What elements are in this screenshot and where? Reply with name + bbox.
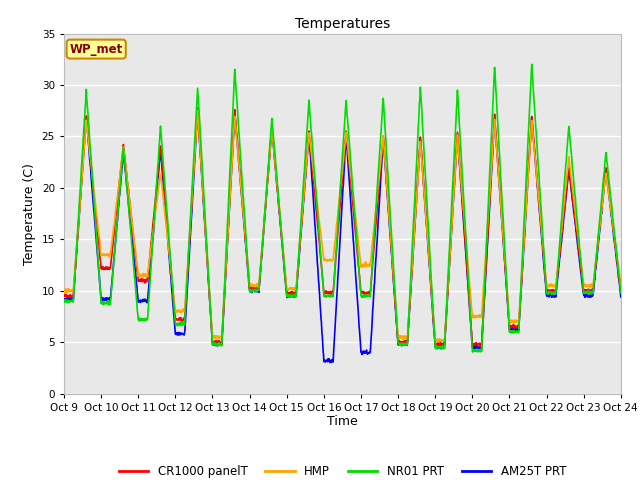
X-axis label: Time: Time xyxy=(327,415,358,429)
Title: Temperatures: Temperatures xyxy=(295,17,390,31)
Y-axis label: Temperature (C): Temperature (C) xyxy=(23,163,36,264)
Legend: CR1000 panelT, HMP, NR01 PRT, AM25T PRT: CR1000 panelT, HMP, NR01 PRT, AM25T PRT xyxy=(114,461,571,480)
Text: WP_met: WP_met xyxy=(70,43,123,56)
